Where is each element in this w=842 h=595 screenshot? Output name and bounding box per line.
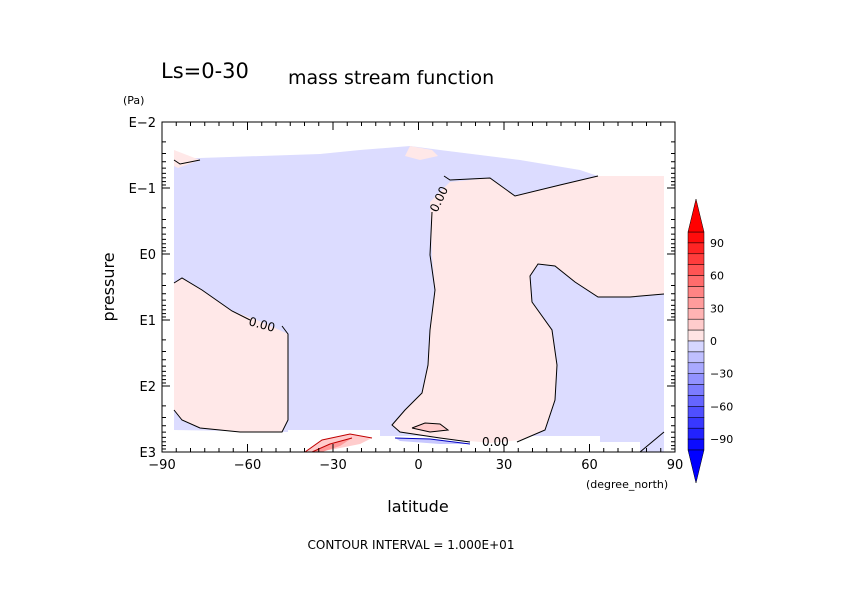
y-tick-label: E1: [140, 314, 157, 329]
negative-strip-surface: [395, 438, 470, 444]
colorbar-swatch: [687, 275, 705, 287]
x-axis-label: latitude: [387, 497, 448, 516]
colorbar-tick-label: 60: [710, 270, 724, 283]
contour-se-tip: [639, 431, 665, 452]
colorbar-swatch: [687, 231, 705, 244]
x-tick-label: −90: [148, 458, 175, 473]
colorbar: 90 60 30 0 −30 −60 −90: [687, 198, 733, 484]
colorbar-swatch: [687, 242, 705, 255]
colorbar-swatch: [687, 427, 705, 440]
y-unit-label: (Pa): [123, 94, 144, 107]
colorbar-tick-label: 90: [710, 237, 724, 250]
zero-contour-upper: [443, 175, 599, 197]
colorbar-swatch: [687, 351, 705, 364]
positive-region-north: [392, 176, 664, 443]
y-axis: E−2 E−1 E0 E1 E2 E3: [129, 116, 675, 461]
contour-interval-note: CONTOUR INTERVAL = 1.000E+01: [308, 538, 515, 552]
y-axis-label: pressure: [99, 252, 118, 321]
colorbar-swatch: [687, 373, 705, 385]
colorbar-bottom-arrow: [687, 449, 705, 484]
colorbar-swatch: [687, 340, 705, 353]
colorbar-swatch: [687, 417, 705, 429]
strong-positive-cell-surface: [312, 438, 352, 452]
colorbar-swatch: [687, 384, 705, 396]
contour-positive-surface: [304, 433, 373, 452]
colorbar-swatch: [687, 318, 705, 331]
contour-label: 0.00: [247, 314, 276, 334]
positive-patch-top: [405, 146, 438, 160]
colorbar-swatch: [687, 438, 705, 451]
x-tick-label: 90: [667, 458, 684, 473]
x-tick-label: 30: [496, 458, 513, 473]
chart-subtitle: mass stream function: [288, 67, 494, 89]
chart-title: Ls=0-30: [161, 59, 249, 83]
contour-lines: [173, 159, 665, 452]
colorbar-tick-label: 0: [710, 335, 717, 348]
x-axis: −90 −60 −30 0 30 60 90: [148, 122, 683, 473]
y-tick-label: E−1: [129, 182, 156, 197]
x-tick-label: −60: [234, 458, 261, 473]
colorbar-swatch: [687, 286, 705, 298]
colorbar-swatch: [687, 264, 705, 276]
x-tick-label: 0: [414, 458, 422, 473]
zero-contour-south: [173, 277, 289, 433]
colorbar-tick-label: −60: [710, 400, 733, 413]
contour-fills: [174, 146, 664, 452]
contour-sw-tip: [173, 159, 201, 165]
x-unit-label: (degree_north): [586, 478, 668, 491]
y-tick-label: E3: [140, 446, 157, 461]
contour-negative-surface: [394, 437, 471, 445]
zero-contour-north: [391, 211, 665, 443]
colorbar-tick-label: −30: [710, 368, 733, 381]
y-tick-label: E−2: [129, 116, 156, 131]
contour-label: 0.00: [482, 435, 509, 449]
colorbar-tick-label: 30: [710, 302, 724, 315]
zero-contour-equator: [411, 422, 450, 433]
colorbar-top-arrow: [687, 198, 705, 233]
colorbar-swatch: [687, 362, 705, 374]
colorbar-swatch: [687, 406, 705, 418]
x-tick-label: 60: [581, 458, 598, 473]
x-tick-label: −30: [319, 458, 346, 473]
y-tick-label: E0: [140, 248, 157, 263]
colorbar-swatch: [687, 297, 705, 309]
colorbar-swatch: [687, 253, 705, 265]
colorbar-swatch: [687, 308, 705, 320]
colorbar-tick-label: −90: [710, 433, 733, 446]
colorbar-swatch: [687, 329, 705, 342]
y-tick-label: E2: [140, 380, 157, 395]
colorbar-swatch: [687, 395, 705, 407]
positive-region-south: [174, 278, 288, 432]
